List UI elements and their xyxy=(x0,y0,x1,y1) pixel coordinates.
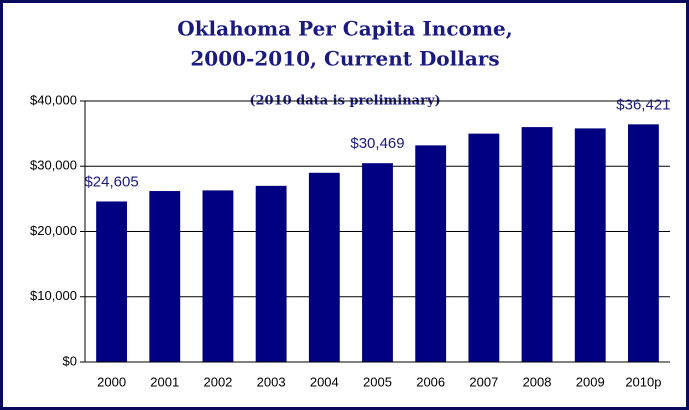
y-tick-label: $30,000 xyxy=(30,158,77,173)
x-tick-label: 2007 xyxy=(469,374,498,389)
bar xyxy=(415,145,447,362)
bar xyxy=(255,185,287,362)
x-tick-label: 2001 xyxy=(150,374,179,389)
x-tick-label: 2008 xyxy=(523,374,552,389)
x-tick-label: 2009 xyxy=(576,374,605,389)
chart-title: Oklahoma Per Capita Income, xyxy=(177,17,512,41)
value-label: $30,469 xyxy=(350,135,404,152)
bar xyxy=(468,133,500,362)
x-tick-label: 2000 xyxy=(97,374,126,389)
bar xyxy=(202,190,234,362)
bar xyxy=(574,128,606,362)
bar xyxy=(521,127,553,362)
bar xyxy=(362,163,393,362)
y-tick-label: $40,000 xyxy=(30,92,77,107)
bar xyxy=(149,191,181,362)
x-tick-label: 2003 xyxy=(257,374,286,389)
bar xyxy=(308,172,340,362)
value-label: $24,605 xyxy=(84,173,138,190)
value-label: $36,421 xyxy=(616,96,670,113)
x-tick-label: 2002 xyxy=(203,374,232,389)
x-tick-label: 2005 xyxy=(363,374,392,389)
x-tick-label: 2006 xyxy=(416,374,445,389)
y-tick-label: $10,000 xyxy=(30,288,77,303)
bar xyxy=(96,201,128,362)
y-tick-label: $20,000 xyxy=(30,223,77,238)
y-tick-label: $0 xyxy=(63,353,77,368)
bar xyxy=(627,124,659,363)
chart-title: 2000-2010, Current Dollars xyxy=(190,47,499,71)
x-tick-label: 2010p xyxy=(625,374,661,389)
x-tick-label: 2004 xyxy=(310,374,339,389)
